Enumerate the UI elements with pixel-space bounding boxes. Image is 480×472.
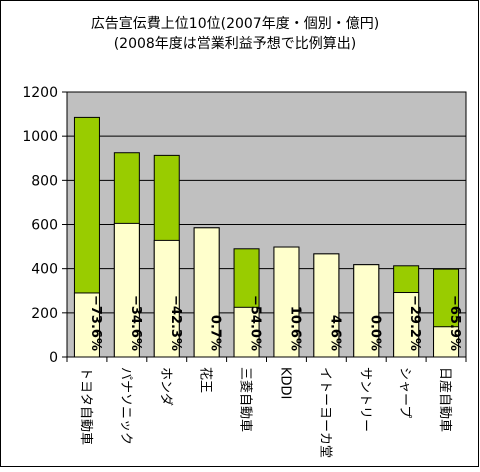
data-label: −42.3% [168, 295, 183, 351]
data-label: −65.9% [447, 295, 462, 351]
x-category-label: 日産自動車 [437, 367, 453, 432]
data-label: 0.0% [367, 315, 382, 351]
x-category-label: トヨタ自動車 [78, 367, 93, 445]
bar-2008 [73, 292, 100, 358]
x-category-label: イトーヨーカ堂 [317, 367, 332, 458]
y-tick-label: 1000 [22, 129, 58, 145]
x-category-label: 花王 [198, 367, 214, 393]
y-tick-label: 0 [49, 350, 58, 366]
chart-title: 広告宣伝費上位10位(2007年度・個別・億円) [91, 16, 379, 32]
x-category-label: ホンダ [158, 367, 173, 406]
x-category-label: シャープ [397, 367, 412, 418]
x-category-label: KDDI [277, 367, 292, 399]
data-label: −34.6% [128, 295, 143, 351]
y-tick-label: 400 [31, 262, 58, 278]
x-category-label: 三菱自動車 [238, 367, 253, 432]
bar-2008 [233, 306, 260, 358]
bar-2008 [433, 326, 460, 358]
bar-2008 [193, 227, 220, 358]
bar-2008 [313, 253, 340, 358]
data-label: −73.6% [88, 295, 103, 351]
bar-2008 [113, 222, 140, 358]
data-label: 0.7% [208, 315, 223, 351]
chart-subtitle: (2008年度は営業利益予想で比例算出) [114, 36, 357, 52]
data-label: 4.6% [327, 315, 342, 351]
plot-area: 0 200 400 600 800 1000 1200 −73.6% トヨタ自動車 −34.6% パ… [22, 85, 467, 458]
y-tick-label: 200 [31, 306, 58, 322]
y-tick-label: 1200 [22, 85, 58, 101]
bar-2008 [153, 239, 180, 358]
y-tick-label: 800 [31, 173, 58, 189]
x-category-label: パナソニック [118, 367, 133, 445]
data-label: 10.6% [287, 306, 302, 351]
data-label: −54.0% [248, 295, 263, 351]
bar-2008 [353, 264, 380, 358]
x-category-label: サントリー [357, 367, 372, 432]
bar-2008 [273, 246, 300, 358]
bar-2008 [393, 292, 420, 358]
y-tick-label: 600 [31, 218, 58, 234]
data-label: −29.2% [407, 295, 422, 351]
